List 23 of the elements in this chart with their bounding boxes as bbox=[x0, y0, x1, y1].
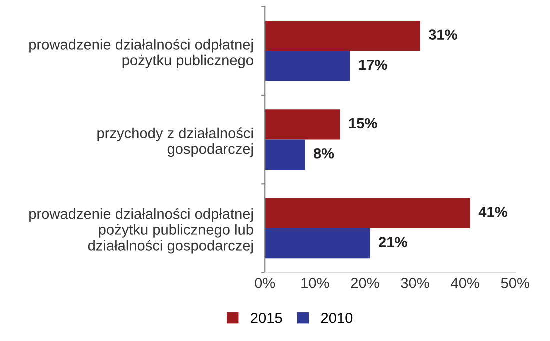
legend-label: 2015 bbox=[251, 312, 282, 324]
data-label: 21% bbox=[379, 237, 408, 248]
data-label: 17% bbox=[359, 60, 388, 70]
bar bbox=[265, 228, 370, 259]
data-label: 41% bbox=[478, 207, 508, 218]
x-tick-label: 50% bbox=[501, 278, 530, 288]
x-tick-label: 30% bbox=[401, 278, 430, 288]
x-tick-label: 20% bbox=[351, 278, 380, 288]
data-label: 8% bbox=[314, 148, 334, 159]
data-label: 15% bbox=[349, 118, 378, 129]
legend-label: 2010 bbox=[321, 312, 353, 324]
x-tick-label: 10% bbox=[302, 278, 330, 288]
bar bbox=[265, 21, 420, 52]
bar bbox=[265, 51, 350, 82]
bar bbox=[265, 198, 470, 228]
y-tick-label: prowadzenie działalności odpłatnej pożytku publicznego bbox=[30, 38, 254, 68]
x-tick-label: 0% bbox=[255, 278, 276, 288]
data-label: 31% bbox=[428, 30, 458, 40]
bar bbox=[265, 110, 340, 140]
bar bbox=[265, 140, 306, 170]
y-tick-label: przychody z działalności gospodarczej bbox=[98, 128, 254, 158]
x-tick-label: 40% bbox=[451, 278, 480, 288]
y-tick-label: prowadzenie działalności odpłatnej pożytku publicznego lub działalności gospodarczej bbox=[30, 208, 254, 254]
